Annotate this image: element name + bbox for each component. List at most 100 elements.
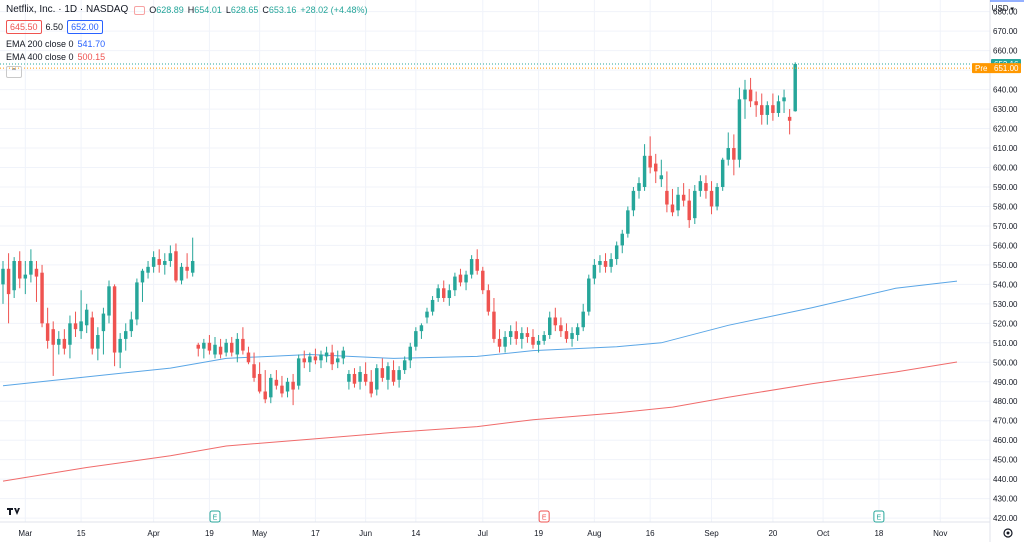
candle — [84, 303, 89, 334]
candle — [336, 350, 340, 369]
candle-body — [18, 261, 22, 279]
y-tick-label: 430.00 — [993, 495, 1018, 504]
sell-button[interactable]: 645.50 — [6, 20, 42, 34]
ema200-legend[interactable]: EMA 200 close 0 541.70 — [6, 38, 367, 50]
candle-body — [548, 317, 552, 336]
ema400-legend[interactable]: EMA 400 close 0 500.15 — [6, 51, 367, 63]
candle — [269, 373, 273, 404]
candle-body — [737, 99, 742, 160]
candle-body — [793, 63, 797, 112]
candle-body — [492, 311, 496, 339]
candle-body — [257, 373, 262, 392]
y-tick-label: 530.00 — [993, 300, 1018, 309]
candle-body — [631, 190, 636, 211]
candle — [285, 377, 290, 398]
candle-body — [414, 331, 418, 347]
candle-body — [112, 286, 117, 353]
candle — [291, 373, 295, 406]
candle-body — [308, 356, 312, 363]
candle — [347, 370, 351, 390]
candle — [280, 375, 284, 398]
candle-body — [168, 253, 173, 261]
candle-body — [581, 311, 585, 328]
candle — [90, 311, 94, 355]
candle — [45, 307, 50, 349]
y-axis: 420.00 430.00 440.00 450.00 460.00 470.00 480.… — [993, 8, 1018, 523]
candle-body — [57, 338, 61, 345]
candle-body — [107, 286, 111, 316]
candle-body — [726, 148, 730, 160]
earnings-marker[interactable]: E — [873, 510, 885, 523]
tradingview-logo[interactable] — [7, 508, 20, 515]
candle-body — [503, 336, 507, 347]
x-tick-label: Jun — [359, 529, 372, 538]
earnings-marker[interactable]: E — [209, 510, 221, 523]
candle-body — [464, 274, 468, 283]
candle-body — [704, 183, 708, 191]
candle — [230, 336, 234, 357]
x-tick-label: 14 — [411, 529, 420, 538]
collapse-legend-button[interactable]: ⌃ — [6, 66, 22, 78]
candle — [6, 253, 11, 324]
candle — [430, 296, 435, 316]
candle-body — [654, 163, 658, 172]
candle — [369, 370, 373, 398]
candle-body — [481, 270, 485, 291]
candle-body — [90, 317, 94, 349]
symbol-title[interactable]: Netflix, Inc. · 1D · NASDAQ — [6, 4, 129, 15]
candle — [631, 186, 636, 217]
pre-label: Pre — [975, 64, 988, 73]
y-tick-label: 560.00 — [993, 241, 1018, 250]
candle — [709, 181, 714, 215]
candle-body — [285, 381, 290, 392]
candle — [469, 255, 474, 279]
candle-body — [207, 342, 212, 351]
candle — [124, 323, 128, 351]
candle-body — [23, 274, 28, 279]
candle — [603, 253, 608, 273]
candle-body — [559, 325, 563, 332]
ohlc-close: C653.16 — [262, 5, 297, 15]
candle — [235, 333, 240, 363]
y-tick-label: 670.00 — [993, 27, 1018, 36]
candle — [363, 362, 368, 386]
candle — [553, 307, 558, 332]
candle-body — [124, 331, 128, 339]
candle — [659, 159, 664, 187]
candle-body — [659, 175, 664, 180]
candle — [252, 352, 256, 382]
candle-body — [771, 105, 775, 113]
candle-body — [497, 338, 502, 347]
earnings-marker[interactable]: E — [538, 510, 550, 523]
candle-body — [313, 356, 318, 361]
candle-body — [525, 333, 530, 337]
y-tick-label: 580.00 — [993, 202, 1018, 211]
candle-body — [442, 288, 446, 299]
y-tick-label: 500.00 — [993, 358, 1018, 367]
candle — [174, 243, 178, 283]
candle — [581, 303, 585, 332]
candle — [626, 206, 630, 238]
buy-button[interactable]: 652.00 — [67, 20, 103, 34]
candle — [12, 257, 16, 299]
candle-body — [246, 352, 251, 363]
candle-body — [202, 342, 206, 349]
candle — [397, 366, 401, 388]
candle — [324, 346, 329, 363]
symbol-row: Netflix, Inc. · 1D · NASDAQ O628.89 H654… — [6, 4, 367, 16]
candle — [224, 338, 228, 357]
candle — [96, 327, 100, 361]
x-tick-label: 20 — [768, 529, 777, 538]
settings-gear-icon[interactable] — [1003, 528, 1013, 538]
candle — [375, 364, 379, 396]
candle-body — [146, 266, 150, 273]
currency-selector[interactable]: USD ▾ — [992, 4, 1014, 13]
candle — [73, 311, 78, 337]
y-tick-label: 540.00 — [993, 280, 1018, 289]
candle — [68, 315, 72, 359]
candle — [570, 327, 574, 347]
candle — [185, 253, 189, 279]
candle — [246, 346, 251, 365]
candle-body — [419, 325, 424, 332]
